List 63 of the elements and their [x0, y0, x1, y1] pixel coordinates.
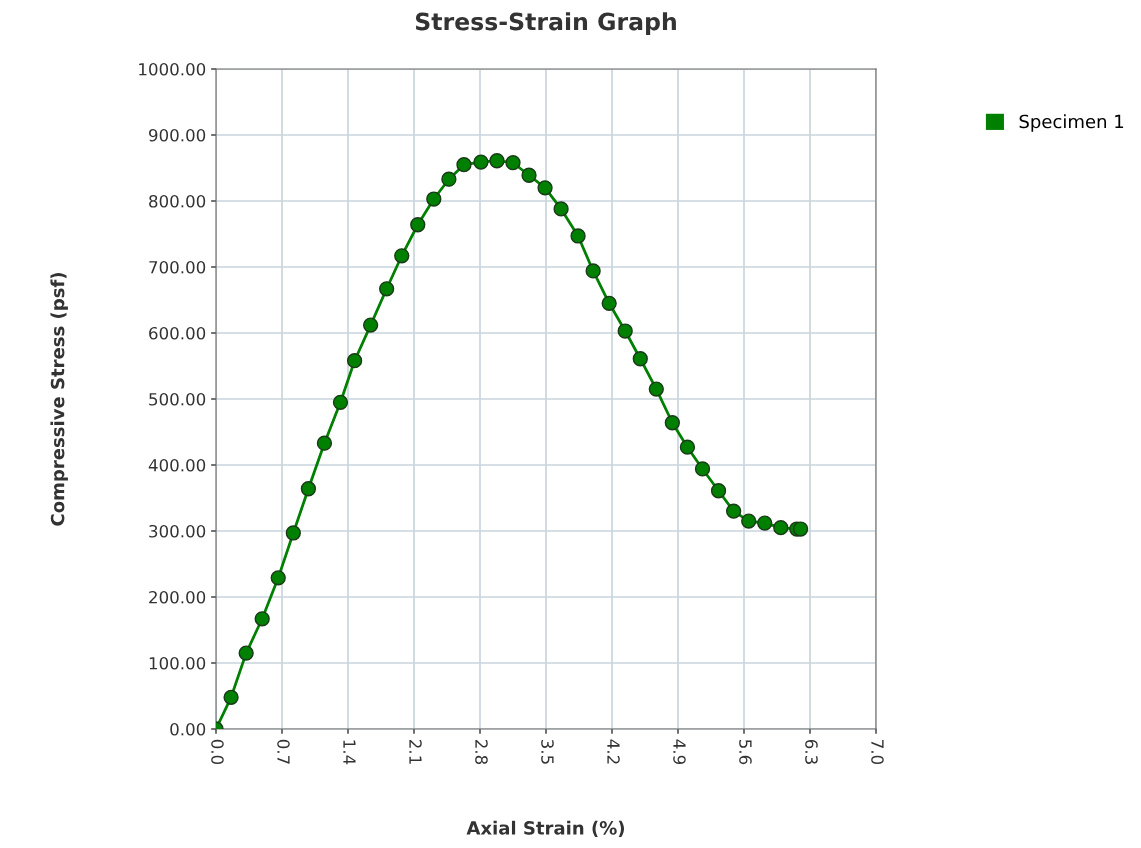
point: [441, 171, 457, 187]
point: [473, 154, 489, 170]
x-tick-label: 4.2: [607, 739, 620, 764]
point: [570, 228, 586, 244]
point: [553, 201, 569, 217]
point: [521, 167, 537, 183]
chart-title: Stress-Strain Graph: [415, 12, 676, 36]
point: [379, 281, 395, 297]
point: [426, 191, 442, 207]
point: [792, 521, 809, 537]
x-tick-label: 0.0: [211, 739, 224, 765]
point: [332, 394, 349, 410]
x-tick-label: 6.3: [805, 739, 818, 764]
x-axis-title: Axial Strain (%): [466, 820, 625, 837]
point: [285, 525, 301, 541]
point: [300, 481, 317, 497]
y-tick-label: 700.00: [149, 260, 206, 274]
point: [601, 295, 617, 311]
x-tick-label: 2.1: [409, 739, 422, 764]
y-tick-label: 900.00: [149, 128, 206, 142]
point: [254, 611, 270, 627]
point: [617, 323, 633, 339]
point: [773, 520, 789, 536]
point: [725, 503, 742, 519]
point: [648, 381, 664, 397]
point: [537, 180, 553, 196]
x-tick-label: 3.5: [541, 739, 554, 764]
point: [394, 248, 410, 264]
point: [757, 515, 773, 531]
point: [505, 155, 521, 171]
y-tick-label: 800.00: [149, 194, 206, 208]
point: [632, 351, 648, 367]
point: [223, 689, 239, 705]
point: [710, 483, 727, 499]
point: [346, 353, 363, 369]
point: [316, 435, 333, 451]
point: [410, 217, 426, 233]
y-tick-label: 600.00: [149, 326, 206, 340]
point: [741, 513, 757, 529]
y-tick-label: 0.00: [170, 722, 206, 736]
legend-label: Specimen 1: [1019, 114, 1124, 132]
point: [489, 153, 505, 169]
x-tick-label: 7.0: [871, 740, 884, 765]
y-tick-label: 200.00: [149, 590, 206, 604]
x-tick-label: 1.4: [343, 740, 356, 765]
x-tick-label: 4.9: [673, 739, 686, 765]
point: [362, 317, 379, 333]
x-tick-label: 2.8: [475, 739, 488, 765]
x-tick-label: 5.6: [739, 740, 752, 765]
y-tick-label: 1000.00: [139, 62, 206, 76]
point: [238, 645, 254, 661]
point: [270, 570, 286, 586]
point: [664, 415, 680, 431]
y-axis-title: Compressive Stress (psf): [50, 272, 68, 526]
y-tick-label: 500.00: [149, 392, 206, 406]
point: [456, 157, 472, 173]
y-tick-label: 100.00: [149, 656, 206, 670]
point: [694, 461, 711, 477]
x-tick-label: 0.7: [277, 739, 290, 764]
point: [679, 439, 696, 455]
point: [585, 263, 601, 279]
y-tick-label: 300.00: [149, 524, 206, 538]
y-tick-label: 400.00: [148, 458, 206, 472]
